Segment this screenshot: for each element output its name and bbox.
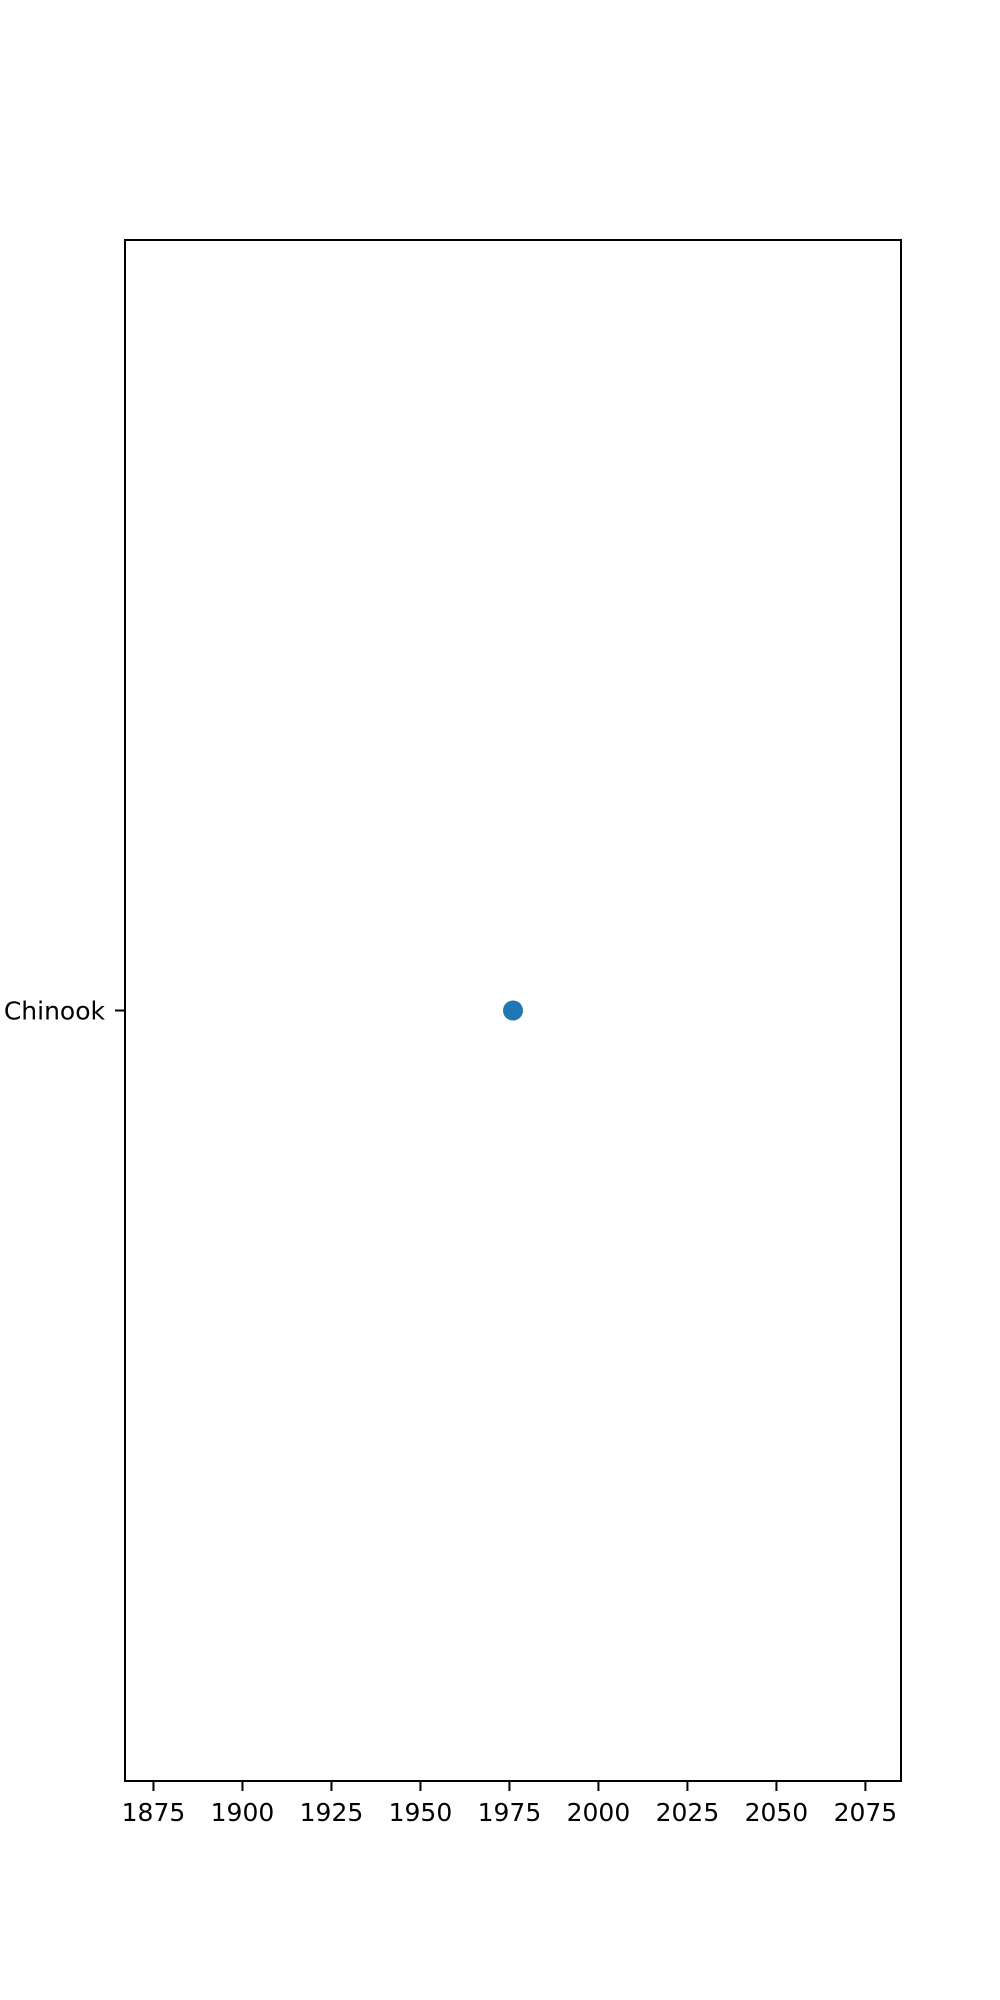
x-tick-label: 1975 bbox=[478, 1798, 542, 1827]
x-axis: 1875 1900 1925 1950 1975 2000 2025 2050 2075 bbox=[122, 1781, 898, 1827]
x-tick-label: 2025 bbox=[656, 1798, 720, 1827]
x-tick-label: 1900 bbox=[211, 1798, 275, 1827]
x-tick-label: 1925 bbox=[300, 1798, 364, 1827]
y-axis: Chinook bbox=[4, 997, 125, 1026]
x-tick-label: 2075 bbox=[834, 1798, 898, 1827]
x-tick-label: 1950 bbox=[389, 1798, 453, 1827]
y-tick-label: Chinook bbox=[4, 997, 106, 1026]
x-tick-label: 1875 bbox=[122, 1798, 186, 1827]
x-tick-label: 2000 bbox=[567, 1798, 631, 1827]
data-points bbox=[503, 1000, 523, 1021]
data-point bbox=[503, 1000, 523, 1021]
x-tick-label: 2050 bbox=[745, 1798, 809, 1827]
